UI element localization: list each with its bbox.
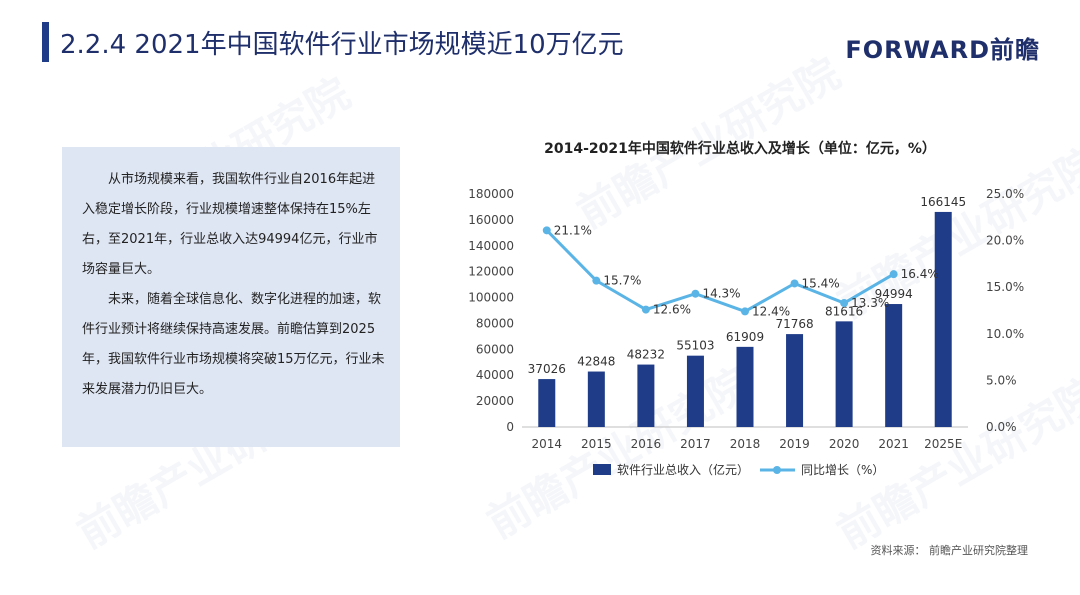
growth-point <box>790 279 799 288</box>
revenue-bar <box>538 379 556 427</box>
legend-label-revenue: 软件行业总收入（亿元） <box>617 462 749 477</box>
growth-point <box>592 276 601 285</box>
y2-axis-tick-label: 0.0% <box>986 420 1017 434</box>
revenue-bar-label: 71768 <box>775 317 813 331</box>
y-axis-tick-label: 160000 <box>468 213 514 227</box>
x-axis-tick-label: 2017 <box>680 437 711 451</box>
revenue-bar-label: 81616 <box>825 304 863 318</box>
y-axis-tick-label: 100000 <box>468 291 514 305</box>
revenue-bar <box>934 211 952 427</box>
legend-marker-growth <box>773 466 781 474</box>
forward-logo: FORWARD前瞻 <box>845 36 1040 64</box>
revenue-bar <box>736 346 754 427</box>
summary-textbox: 从市场规模来看，我国软件行业自2016年起进入稳定增长阶段，行业规模增速整体保持… <box>62 147 400 447</box>
x-axis-tick-label: 2019 <box>779 437 810 451</box>
revenue-bar-label: 48232 <box>627 348 665 362</box>
summary-paragraph: 未来，随着全球信息化、数字化进程的加速，软件行业预计将继续保持高速发展。前瞻估算… <box>82 292 385 397</box>
y2-axis-tick-label: 25.0% <box>986 187 1024 201</box>
revenue-bar-label: 94994 <box>875 287 913 301</box>
revenue-bar-label: 166145 <box>920 195 966 209</box>
legend-swatch-revenue <box>593 464 611 475</box>
chart-title: 2014-2021年中国软件行业总收入及增长（单位：亿元，%） <box>544 141 936 157</box>
y-axis-tick-label: 20000 <box>476 394 514 408</box>
revenue-bar <box>786 334 804 427</box>
revenue-bar-label: 42848 <box>577 355 615 369</box>
title-accent-bar <box>42 22 49 62</box>
growth-point <box>691 289 700 298</box>
revenue-bar <box>835 321 853 427</box>
legend-label-growth: 同比增长（%） <box>801 463 884 477</box>
x-axis-tick-label: 2014 <box>532 437 563 451</box>
y2-axis-tick-label: 5.0% <box>986 373 1017 387</box>
x-axis-tick-label: 2020 <box>829 437 860 451</box>
growth-line <box>545 229 895 314</box>
revenue-bar <box>587 371 605 427</box>
x-axis-tick-label: 2016 <box>631 437 662 451</box>
growth-label: 15.4% <box>802 276 840 290</box>
y-axis-tick-label: 180000 <box>468 187 514 201</box>
x-axis-tick-label: 2021 <box>878 437 909 451</box>
growth-point <box>542 226 551 235</box>
revenue-bar <box>686 355 704 427</box>
page-title: 2.2.4 2021年中国软件行业市场规模近10万亿元 <box>60 30 624 60</box>
growth-point <box>741 307 749 316</box>
growth-point <box>641 305 650 314</box>
source-note: 资料来源： 前瞻产业研究院整理 <box>870 544 1029 557</box>
growth-label: 12.4% <box>752 304 790 318</box>
x-axis-tick-label: 2015 <box>581 437 612 451</box>
y-axis-tick-label: 0 <box>506 420 514 434</box>
growth-point <box>840 299 849 308</box>
summary-paragraph: 从市场规模来看，我国软件行业自2016年起进入稳定增长阶段，行业规模增速整体保持… <box>82 172 378 277</box>
x-axis-tick-label: 2025E <box>924 437 962 451</box>
growth-label: 16.4% <box>901 267 939 281</box>
growth-label: 21.1% <box>554 223 592 237</box>
revenue-bar-label: 61909 <box>726 330 764 344</box>
growth-label: 14.3% <box>702 287 740 301</box>
y-axis-tick-label: 60000 <box>476 342 514 356</box>
growth-label: 15.7% <box>603 274 641 288</box>
x-axis-tick-label: 2018 <box>730 437 761 451</box>
y-axis-tick-label: 40000 <box>476 368 514 382</box>
y-axis-tick-label: 80000 <box>476 316 514 330</box>
revenue-bar <box>885 304 903 427</box>
y-axis-tick-label: 120000 <box>468 265 514 279</box>
y-axis-tick-label: 140000 <box>468 239 514 253</box>
y2-axis-tick-label: 20.0% <box>986 234 1024 248</box>
growth-point <box>889 270 898 279</box>
revenue-bar-label: 37026 <box>528 362 566 376</box>
y2-axis-tick-label: 10.0% <box>986 327 1024 341</box>
revenue-bar-label: 55103 <box>676 339 714 353</box>
growth-label: 12.6% <box>653 303 691 317</box>
y2-axis-tick-label: 15.0% <box>986 280 1024 294</box>
growth-label: 13.3% <box>851 296 889 310</box>
revenue-bar <box>637 364 655 427</box>
